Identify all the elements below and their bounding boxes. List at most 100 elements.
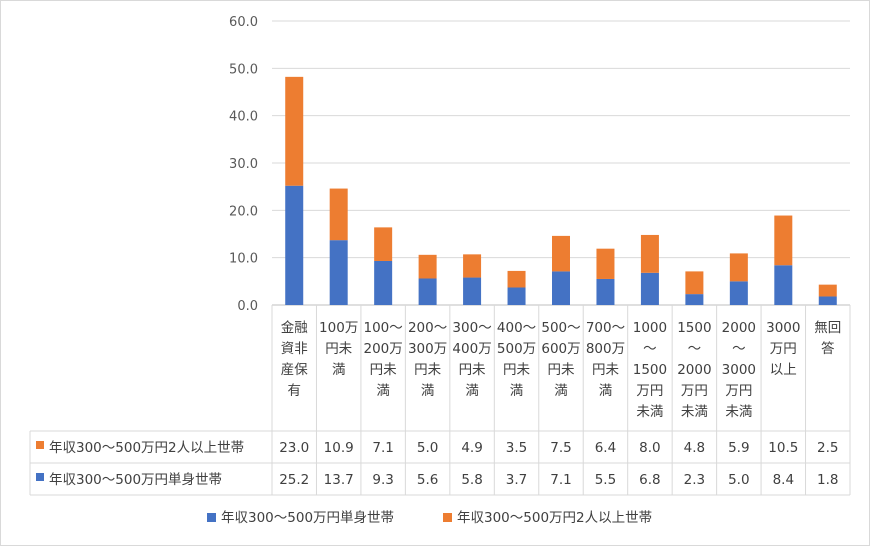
bar-segment-single — [774, 265, 793, 305]
data-label: 8.4 — [773, 472, 794, 488]
category-label: 万円 — [636, 383, 663, 399]
category-label: 答 — [821, 340, 835, 357]
y-tick-label: 20.0 — [229, 204, 258, 219]
category-label: 未満 — [636, 404, 663, 420]
data-label: 10.9 — [324, 440, 354, 456]
data-label: 10.5 — [768, 440, 798, 456]
data-label: 5.0 — [728, 472, 749, 488]
legend-key — [207, 513, 216, 522]
data-label: 3.7 — [506, 472, 527, 488]
category-label: 300万 — [408, 341, 447, 357]
category-label: 満 — [376, 383, 390, 399]
category-label: 100〜 — [364, 320, 403, 336]
table-row-label: 年収300〜500万円単身世帯 — [49, 472, 222, 488]
data-label: 1.8 — [817, 472, 838, 488]
category-label: 有 — [287, 383, 301, 399]
legend-label: 年収300〜500万円単身世帯 — [221, 510, 394, 526]
data-label: 7.5 — [550, 440, 571, 456]
category-label: 400〜 — [497, 320, 536, 336]
bar-segment-multi — [507, 270, 526, 288]
data-label: 6.8 — [639, 472, 660, 488]
y-tick-label: 50.0 — [229, 62, 258, 77]
data-label: 5.0 — [417, 440, 438, 456]
data-label: 5.9 — [728, 440, 749, 456]
bar-segment-multi — [640, 234, 659, 273]
data-label: 4.8 — [684, 440, 705, 456]
category-label: 無回 — [814, 320, 841, 336]
category-label: 100万 — [319, 320, 358, 336]
data-label: 13.7 — [324, 472, 354, 488]
category-label: 満 — [465, 383, 479, 399]
category-label: 円未 — [592, 362, 620, 378]
data-label: 5.8 — [461, 472, 482, 488]
category-label: 産保 — [281, 362, 308, 378]
category-label: 200〜 — [408, 320, 447, 336]
bar-segment-multi — [329, 188, 348, 241]
category-label: 1500 — [677, 320, 711, 336]
category-label: 200万 — [364, 341, 403, 357]
bar-segment-single — [507, 287, 526, 305]
category-label: 円未 — [459, 362, 486, 378]
category-label: 700〜 — [586, 320, 625, 336]
data-label: 7.1 — [372, 440, 393, 456]
y-tick-label: 60.0 — [229, 15, 258, 30]
category-label: 円未 — [325, 341, 352, 357]
category-label: 500万 — [497, 341, 536, 357]
category-label: 2000 — [722, 320, 756, 336]
table-row-label: 年収300〜500万円2人以上世帯 — [49, 440, 244, 456]
bar-segment-multi — [552, 235, 570, 272]
bar-segment-multi — [685, 271, 704, 295]
category-label: 〜 — [732, 341, 746, 357]
category-label: 満 — [421, 383, 435, 399]
bar-segment-single — [552, 271, 570, 305]
table-legend-key — [36, 473, 44, 481]
bar-segment-single — [329, 240, 348, 305]
bar-segment-single — [463, 277, 482, 305]
bar-segment-single — [818, 296, 837, 305]
category-label: 3000 — [766, 320, 800, 336]
data-label: 2.3 — [684, 472, 705, 488]
category-label: 満 — [554, 383, 568, 399]
data-label: 5.5 — [595, 472, 616, 488]
category-label: 800万 — [586, 341, 625, 357]
bar-segment-single — [729, 281, 748, 305]
y-tick-label: 40.0 — [229, 110, 258, 125]
bar-segment-single — [374, 260, 393, 305]
category-label: 資非 — [281, 341, 308, 357]
category-label: 600万 — [541, 341, 580, 357]
bar-segment-single — [685, 294, 704, 305]
data-label: 6.4 — [595, 440, 616, 456]
y-tick-label: 0.0 — [237, 299, 258, 314]
category-label: 2000 — [677, 362, 711, 378]
bar-segment-multi — [774, 215, 793, 266]
category-label: 金融 — [281, 320, 308, 336]
category-label: 万円 — [770, 341, 797, 357]
category-label: 未満 — [681, 404, 708, 420]
category-label: 円未 — [370, 362, 397, 378]
y-tick-label: 10.0 — [229, 252, 258, 267]
category-label: 3000 — [722, 362, 756, 378]
bar-segment-single — [596, 278, 615, 305]
category-label: 満 — [599, 383, 613, 399]
bar-segment-multi — [418, 254, 437, 279]
y-tick-label: 30.0 — [229, 157, 258, 172]
data-label: 8.0 — [639, 440, 660, 456]
bar-segment-multi — [463, 254, 482, 278]
category-label: 以上 — [770, 362, 797, 378]
bar-segment-multi — [818, 284, 837, 297]
bar-segment-single — [418, 278, 437, 305]
category-label: 300〜 — [452, 320, 491, 336]
category-label: 満 — [332, 362, 346, 378]
legend-label: 年収300〜500万円2人以上世帯 — [457, 510, 652, 526]
bar-segment-multi — [729, 253, 748, 282]
category-label: 1500 — [633, 362, 667, 378]
data-label: 2.5 — [817, 440, 838, 456]
category-label: 円未 — [548, 362, 576, 378]
data-label: 7.1 — [550, 472, 571, 488]
category-label: 万円 — [725, 383, 752, 399]
category-label: 円未 — [414, 362, 441, 378]
legend-key — [443, 513, 452, 522]
data-label: 4.9 — [461, 440, 482, 456]
